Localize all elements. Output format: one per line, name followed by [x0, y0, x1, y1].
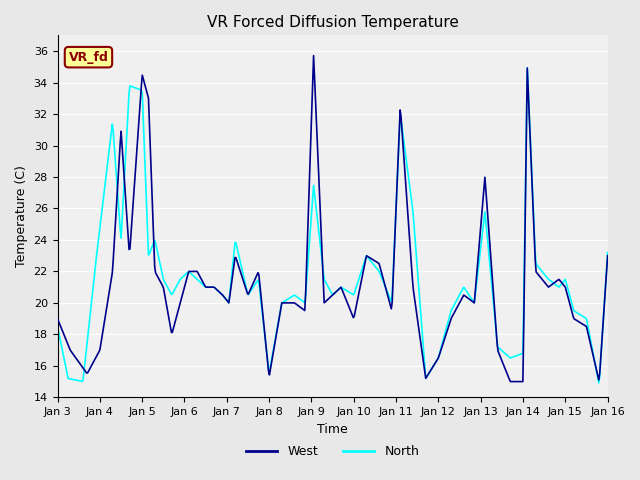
West: [507, 379, 515, 384]
West: [83, 370, 90, 376]
Text: VR_fd: VR_fd: [68, 51, 108, 64]
X-axis label: Time: Time: [317, 422, 348, 436]
Title: VR Forced Diffusion Temperature: VR Forced Diffusion Temperature: [207, 15, 458, 30]
West: [575, 319, 582, 324]
North: [574, 310, 582, 316]
North: [595, 380, 603, 386]
North: [319, 269, 327, 275]
West: [321, 300, 328, 306]
West: [247, 286, 255, 291]
Legend: West, North: West, North: [241, 441, 424, 464]
North: [247, 288, 255, 293]
West: [225, 300, 233, 306]
North: [225, 300, 233, 306]
North: [83, 344, 90, 349]
West: [604, 253, 611, 259]
North: [275, 320, 282, 325]
North: [54, 324, 61, 329]
North: [604, 250, 611, 255]
North: [524, 65, 531, 71]
West: [275, 321, 282, 326]
West: [54, 316, 61, 322]
West: [310, 53, 317, 59]
Y-axis label: Temperature (C): Temperature (C): [15, 166, 28, 267]
Line: West: West: [58, 56, 607, 382]
Line: North: North: [58, 68, 607, 383]
